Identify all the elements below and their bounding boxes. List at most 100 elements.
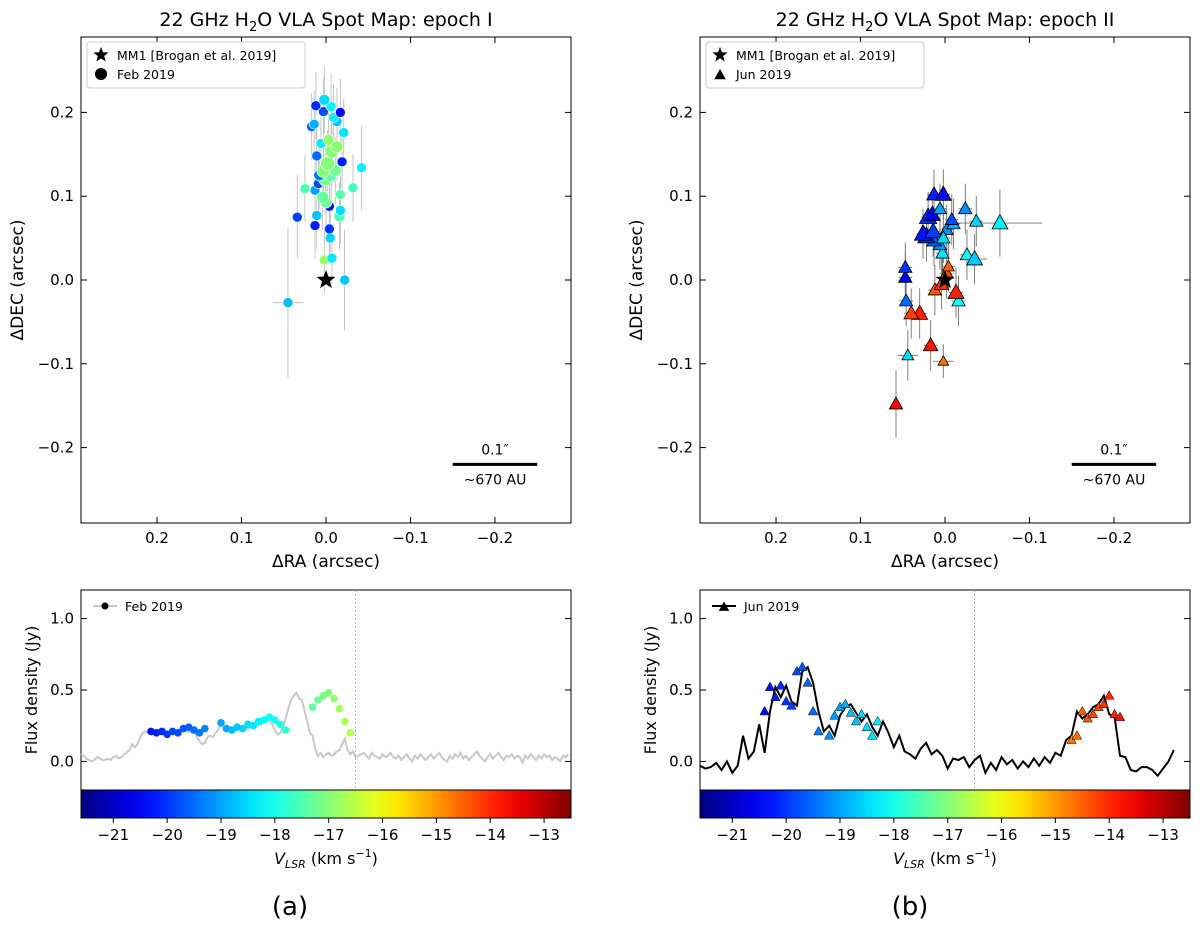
spectrum-marker — [856, 708, 867, 719]
colorbar-tick-label: −16 — [986, 826, 1018, 844]
maser-spot — [338, 127, 350, 138]
maser-spot — [968, 213, 984, 227]
spectrum-y-tick-label: 0.0 — [669, 752, 693, 770]
maser-spot — [309, 220, 321, 231]
maser-spot — [336, 156, 348, 168]
spectrum-marker — [1104, 690, 1115, 700]
maser-spot — [325, 101, 337, 112]
spectrum-panel: 0.0 0.5 1.0 Flux density (Jy) Feb 2019 — [22, 589, 572, 791]
maser-spot — [347, 182, 359, 194]
spectrum-y-label: Flux density (Jy) — [641, 626, 660, 755]
spectrum-marker — [324, 689, 333, 697]
spectrum-y-label: Flux density (Jy) — [22, 626, 41, 755]
maser-spot — [318, 106, 329, 117]
x-tick-label: 0.2 — [145, 529, 169, 547]
x-tick-label: −0.2 — [477, 529, 513, 547]
y-tick-label: 0.0 — [669, 271, 693, 289]
y-tick-label: −0.2 — [38, 439, 74, 457]
spectrum-marker — [249, 721, 258, 730]
spectrum-marker — [840, 698, 851, 709]
colorbar-tick-label: −13 — [1147, 826, 1179, 844]
spectrum-marker — [346, 729, 355, 737]
maser-spot — [320, 156, 335, 171]
scale-bar-label-bottom: ~670 AU — [1083, 472, 1146, 488]
colorbar-tick-label: −19 — [824, 826, 856, 844]
legend-label: MM1 [Brogan et al. 2019] — [117, 48, 276, 63]
map-title: 22 GHz H2O VLA Spot Map: epoch I — [159, 9, 492, 35]
spectrum-marker — [330, 694, 338, 703]
legend-star-icon — [93, 47, 109, 62]
spectrum-marker — [217, 719, 225, 727]
y-tick-label: 0.0 — [50, 271, 74, 289]
legend-box — [705, 41, 925, 89]
maser-spot — [898, 293, 914, 307]
spectrum-marker — [872, 715, 883, 726]
spectrum-line — [699, 665, 1175, 778]
x-tick-label: 0.1 — [230, 529, 254, 547]
spectrum-y-tick-label: 1.0 — [50, 610, 74, 628]
spectrum-frame — [80, 589, 572, 791]
spectrum-marker — [807, 705, 819, 716]
colorbar-tick-label: −20 — [151, 826, 183, 844]
spectrum-marker — [829, 710, 840, 720]
spectrum-marker — [845, 707, 856, 717]
maser-spot — [311, 150, 323, 162]
spectrum-panel: 0.0 0.5 1.0 Flux density (Jy) Jun 2019 — [641, 589, 1191, 791]
legend-label: Jun 2019 — [735, 67, 791, 82]
panel-b: 22 GHz H2O VLA Spot Map: epoch II 0.2 0.1 0… — [627, 9, 1191, 922]
maser-spot — [897, 259, 913, 273]
spectrum-marker — [1114, 711, 1126, 721]
y-tick-label: −0.1 — [38, 355, 74, 373]
scale-bar-label-bottom: ~670 AU — [464, 472, 527, 488]
colorbar-tick-label: −15 — [1040, 826, 1072, 844]
maser-spot — [308, 118, 320, 130]
spectrum-marker — [174, 729, 182, 737]
maser-spot — [291, 211, 303, 223]
spectrum-marker — [1077, 705, 1088, 716]
spectrum-marker — [314, 696, 322, 704]
maser-spot — [311, 210, 323, 221]
y-tick-label: 0.1 — [50, 187, 74, 205]
x-tick-label: −0.1 — [1011, 529, 1047, 547]
y-tick-label: 0.2 — [50, 103, 74, 121]
colorbar-tick-label: −21 — [716, 826, 748, 844]
panel-caption: (a) — [272, 892, 308, 922]
spectrum-marker — [341, 717, 349, 726]
spectrum-marker — [770, 691, 781, 701]
maser-spot — [959, 247, 975, 261]
maser-spot — [356, 162, 367, 174]
maser-spot — [965, 249, 984, 266]
spectrum-marker — [238, 724, 247, 733]
maser-spot — [991, 213, 1009, 230]
legend-label: MM1 [Brogan et al. 2019] — [736, 48, 895, 63]
x-tick-label: −0.2 — [1096, 529, 1132, 547]
colorbar-tick-label: −17 — [932, 826, 964, 844]
spectrum-marker — [775, 680, 786, 690]
y-tick-label: 0.2 — [669, 103, 693, 121]
maser-spot — [316, 190, 329, 204]
mm1-reference-star — [935, 270, 955, 289]
spectrum-marker — [824, 730, 835, 740]
spectrum-marker — [802, 677, 813, 687]
spectrum-marker — [867, 730, 878, 740]
colorbar-label: VLSR (km s−1) — [274, 847, 378, 871]
maser-spot — [924, 222, 942, 238]
spectrum-legend-label: Jun 2019 — [743, 599, 799, 614]
maser-spot — [935, 230, 951, 244]
spectrum-marker — [861, 721, 873, 731]
maser-spot — [318, 94, 331, 106]
spectrum-legend-label: Feb 2019 — [125, 599, 183, 614]
maser-spot — [282, 297, 294, 308]
spectrum-y-tick-label: 1.0 — [669, 610, 693, 628]
x-tick-label: 0.2 — [764, 529, 788, 547]
colorbar-tick-label: −18 — [878, 826, 910, 844]
map-legend: MM1 [Brogan et al. 2019] Jun 2019 — [705, 41, 925, 89]
spectrum-line — [80, 691, 570, 766]
colorbar-label: VLSR (km s−1) — [893, 847, 997, 871]
map-legend: MM1 [Brogan et al. 2019] Feb 2019 — [86, 41, 306, 89]
legend-box — [86, 41, 306, 89]
maser-spot — [937, 354, 950, 366]
spectrum-marker — [764, 681, 776, 691]
colorbar-tick-label: −15 — [421, 826, 453, 844]
